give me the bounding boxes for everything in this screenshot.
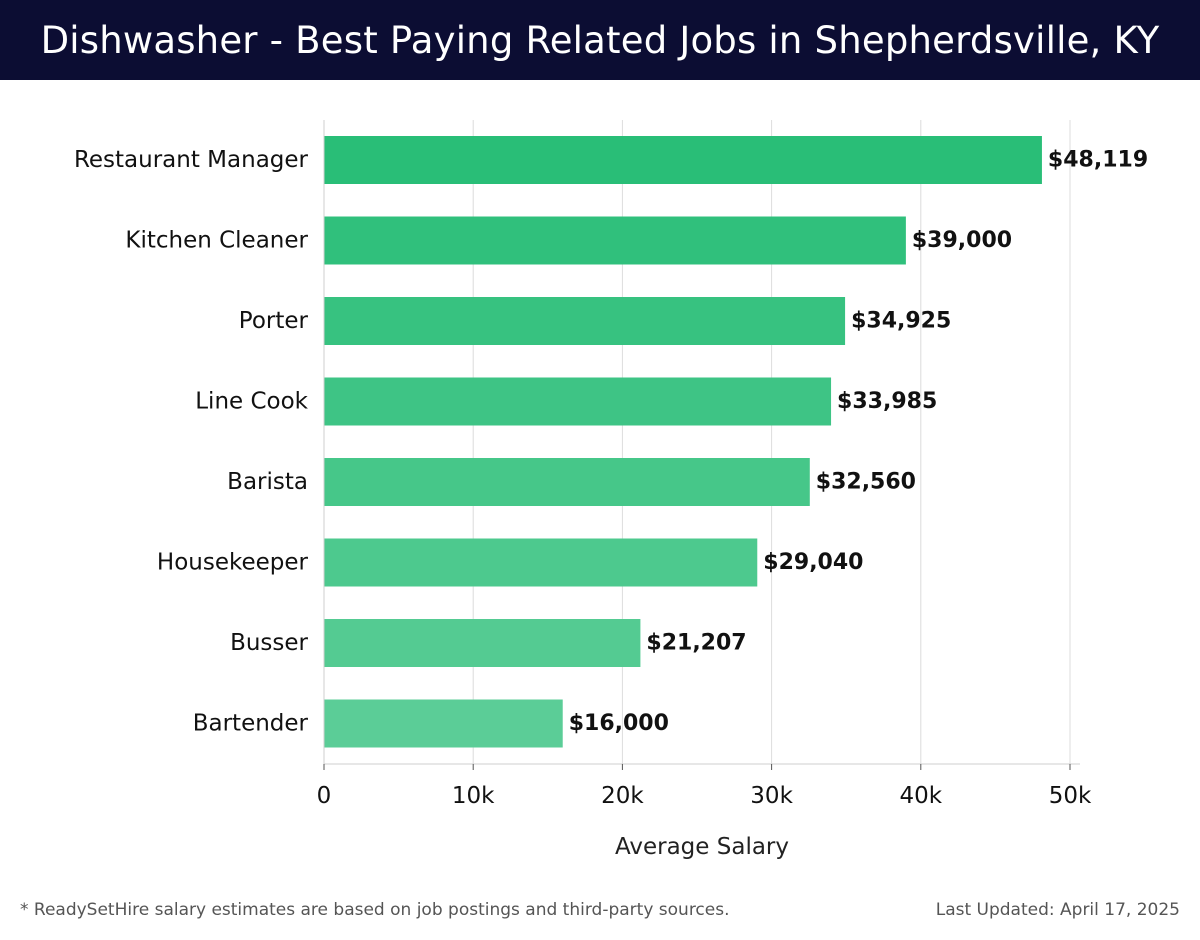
last-updated: Last Updated: April 17, 2025 — [935, 900, 1180, 920]
category-label: Bartender — [193, 711, 309, 737]
category-label: Housekeeper — [157, 550, 309, 576]
bar-kitchen-cleaner — [324, 216, 906, 265]
value-label: $21,207 — [646, 631, 746, 656]
value-label: $33,985 — [837, 389, 937, 414]
category-label: Kitchen Cleaner — [125, 228, 308, 254]
bar-barista — [324, 458, 810, 506]
bar-restaurant-manager — [324, 136, 1042, 184]
category-label: Porter — [239, 308, 309, 334]
bar-housekeeper — [324, 538, 758, 587]
chart-header: Dishwasher - Best Paying Related Jobs in… — [0, 0, 1200, 80]
x-tick-label: 10k — [452, 783, 495, 809]
bar-porter — [324, 297, 846, 345]
category-label: Line Cook — [195, 389, 308, 415]
value-label: $32,560 — [816, 470, 916, 495]
x-tick-label: 20k — [601, 783, 644, 809]
bar-busser — [324, 619, 641, 667]
chart-footer: * ReadySetHire salary estimates are base… — [20, 900, 1180, 920]
x-tick-label: 50k — [1049, 783, 1092, 809]
value-label: $34,925 — [851, 309, 951, 334]
bar-bartender — [324, 699, 563, 748]
source-note: * ReadySetHire salary estimates are base… — [20, 900, 730, 920]
category-label: Busser — [230, 630, 308, 656]
value-label: $16,000 — [569, 711, 669, 736]
category-label: Restaurant Manager — [74, 147, 309, 173]
x-tick-label: 0 — [317, 783, 332, 809]
x-tick-label: 40k — [900, 783, 943, 809]
bar-line-cook — [324, 377, 832, 426]
x-tick-label: 30k — [750, 783, 793, 809]
x-axis-title: Average Salary — [615, 834, 789, 860]
value-label: $48,119 — [1048, 148, 1148, 173]
chart-title: Dishwasher - Best Paying Related Jobs in… — [40, 18, 1160, 62]
value-label: $29,040 — [763, 550, 863, 575]
bar-chart: Restaurant Manager $48,119 Kitchen Cleaner… — [74, 120, 1148, 860]
value-label: $39,000 — [912, 228, 1012, 253]
category-label: Barista — [227, 469, 308, 495]
